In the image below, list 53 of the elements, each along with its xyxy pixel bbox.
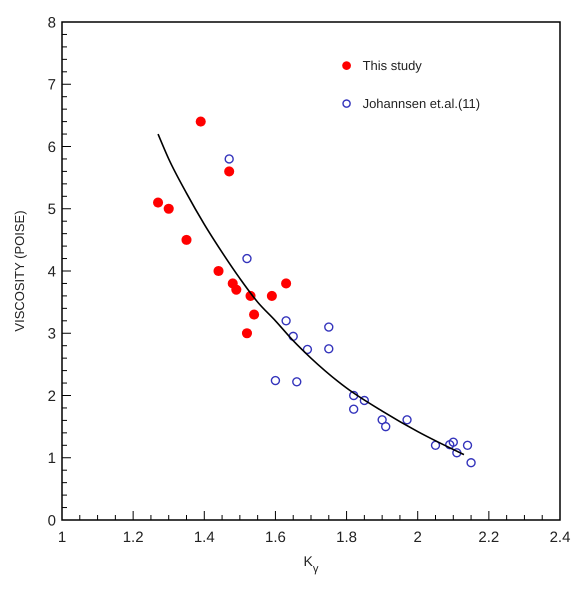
point (231, 284, 242, 295)
point (452, 448, 462, 458)
point (445, 440, 454, 450)
point (360, 396, 370, 406)
point (213, 266, 224, 276)
x-tick-label: 2.4 (550, 529, 570, 546)
x-tick-label: 2.2 (478, 529, 500, 546)
point (381, 422, 390, 432)
point (462, 440, 472, 450)
point (324, 344, 334, 354)
y-tick-label: 8 (48, 14, 56, 32)
point (466, 458, 476, 468)
point (242, 254, 252, 264)
point (348, 404, 358, 414)
x-tick-label: 2 (414, 529, 422, 546)
point (377, 415, 387, 424)
x-tick-label: 1.8 (336, 529, 357, 546)
point (270, 376, 280, 386)
y-tick-label: 7 (48, 76, 56, 94)
x-tick-label: 1.4 (194, 529, 215, 546)
point (430, 440, 440, 450)
y-tick-label: 0 (48, 512, 56, 530)
y-tick-label: 3 (48, 326, 56, 342)
y-tick-label: 5 (48, 201, 56, 218)
point (152, 197, 164, 208)
point (196, 116, 206, 127)
point (249, 310, 260, 320)
x-tick-label: 1.6 (265, 529, 286, 546)
y-tick-label: 6 (48, 138, 56, 156)
x-axis-title: K$_{γ}$ (304, 553, 319, 575)
y-axis-title: VISCOSITY (POISE) (12, 210, 27, 332)
y-tick-label: 1 (48, 450, 56, 467)
point (242, 328, 252, 338)
line-series (157, 133, 465, 456)
point (402, 415, 412, 424)
point (348, 390, 358, 400)
point (281, 278, 292, 288)
legend-label: Johannsen et.al.(11) (362, 96, 480, 112)
y-tick-label: 4 (48, 263, 56, 280)
point (181, 234, 192, 245)
point (448, 438, 458, 447)
point (281, 316, 291, 326)
point (288, 332, 298, 342)
point (224, 154, 234, 164)
legend-label: This study (362, 58, 422, 74)
point (266, 290, 277, 301)
point (224, 166, 234, 176)
point (324, 322, 334, 332)
point (302, 344, 312, 354)
y-tick-label: 2 (48, 388, 56, 405)
x-tick-label: 1.2 (122, 529, 144, 546)
point (292, 377, 302, 386)
point (164, 204, 174, 214)
